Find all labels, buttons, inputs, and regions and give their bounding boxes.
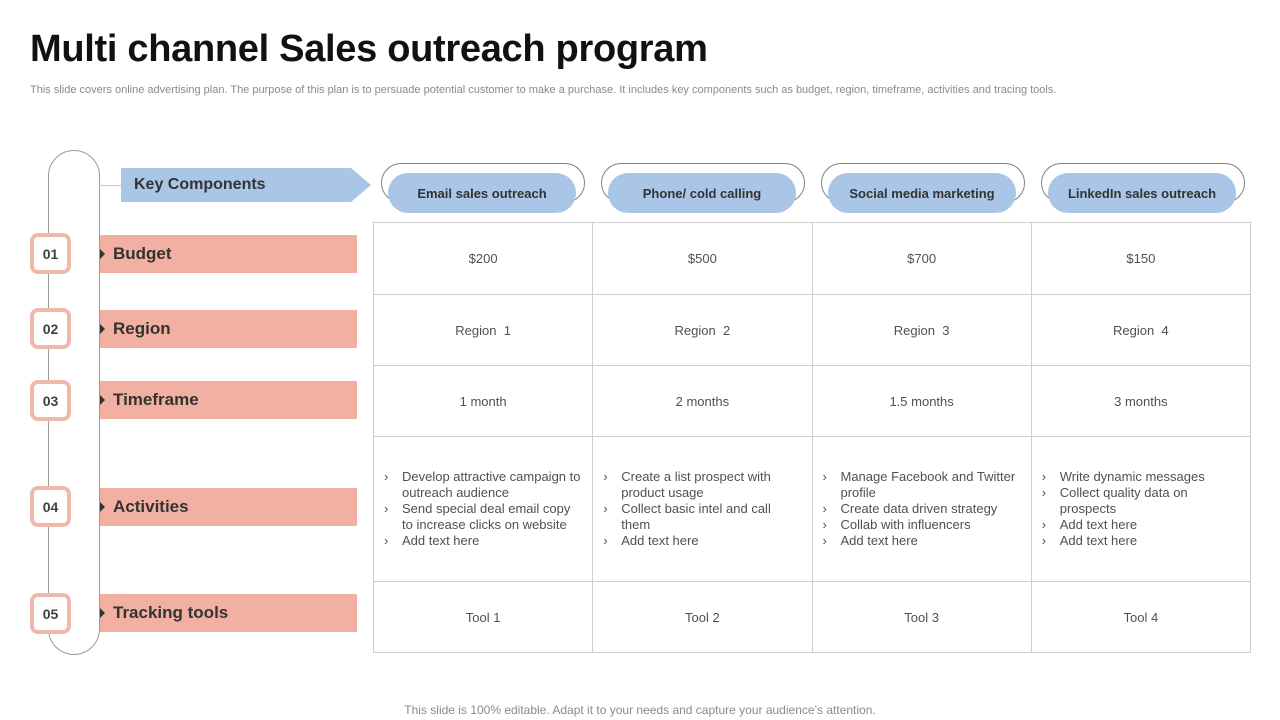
row-label-tracking-tools: Tracking tools xyxy=(100,594,357,632)
row-number-timeframe: 03 xyxy=(30,380,71,421)
footer-note: This slide is 100% editable. Adapt it to… xyxy=(404,703,876,717)
activity-list: Create a list prospect with product usag… xyxy=(601,469,801,549)
table-cell: 3 months xyxy=(1030,365,1252,437)
list-item: Create a list prospect with product usag… xyxy=(601,469,801,501)
table-cell: Tool 1 xyxy=(372,581,594,653)
row-label-activities: Activities xyxy=(100,488,357,526)
triangle-right-icon xyxy=(100,502,105,512)
table-cell: $500 xyxy=(592,222,813,295)
row-label-text: Activities xyxy=(113,497,189,516)
list-item: Send special deal email copy to increase… xyxy=(382,501,582,533)
page-title: Multi channel Sales outreach program xyxy=(30,28,708,70)
row-label-text: Timeframe xyxy=(113,390,199,409)
list-item: Collect quality data on prospects xyxy=(1040,485,1240,517)
table-row-budget: $200 $500 $700 $150 xyxy=(372,222,1252,295)
table-cell: Tool 2 xyxy=(592,581,813,653)
channel-header-social: Social media marketing xyxy=(821,163,1025,215)
list-item: Collect basic intel and call them xyxy=(601,501,801,533)
list-item: Add text here xyxy=(1040,517,1240,533)
table-cell: $200 xyxy=(372,222,594,295)
triangle-right-icon xyxy=(100,249,105,259)
list-item: Add text here xyxy=(821,533,1021,549)
table-cell: $150 xyxy=(1030,222,1252,295)
row-number-tracking-tools: 05 xyxy=(30,593,71,634)
row-number-budget: 01 xyxy=(30,233,71,274)
key-components-label: Key Components xyxy=(134,176,266,193)
triangle-right-icon xyxy=(100,608,105,618)
table-cell: Region 3 xyxy=(811,294,1032,366)
table-cell: 1.5 months xyxy=(811,365,1032,437)
table-cell: 1 month xyxy=(372,365,594,437)
row-label-text: Budget xyxy=(113,244,172,263)
channel-header-email: Email sales outreach xyxy=(381,163,585,215)
table-cell: Create a list prospect with product usag… xyxy=(592,436,813,582)
page-subtitle: This slide covers online advertising pla… xyxy=(30,84,1057,96)
activity-list: Develop attractive campaign to outreach … xyxy=(382,469,582,549)
table-cell: Region 4 xyxy=(1030,294,1252,366)
table-cell: Write dynamic messages Collect quality d… xyxy=(1030,436,1252,582)
key-components-arrow: Key Components xyxy=(121,168,371,202)
list-item: Write dynamic messages xyxy=(1040,469,1240,485)
row-label-timeframe: Timeframe xyxy=(100,381,357,419)
list-item: Add text here xyxy=(1040,533,1240,549)
list-item: Collab with influencers xyxy=(821,517,1021,533)
triangle-right-icon xyxy=(100,324,105,334)
row-label-text: Region xyxy=(113,319,171,338)
row-label-region: Region xyxy=(100,310,357,348)
row-number-region: 02 xyxy=(30,308,71,349)
table-row-activities: Develop attractive campaign to outreach … xyxy=(372,436,1252,582)
list-item: Add text here xyxy=(382,533,582,549)
table-cell: Region 2 xyxy=(592,294,813,366)
list-item: Add text here xyxy=(601,533,801,549)
activity-list: Manage Facebook and Twitter profile Crea… xyxy=(821,469,1021,549)
table-cell: $700 xyxy=(811,222,1032,295)
header-pill: LinkedIn sales outreach xyxy=(1048,173,1236,213)
table-row-timeframe: 1 month 2 months 1.5 months 3 months xyxy=(372,365,1252,437)
table-cell: Manage Facebook and Twitter profile Crea… xyxy=(811,436,1032,582)
list-item: Develop attractive campaign to outreach … xyxy=(382,469,582,501)
activity-list: Write dynamic messages Collect quality d… xyxy=(1040,469,1240,549)
list-item: Manage Facebook and Twitter profile xyxy=(821,469,1021,501)
header-pill: Email sales outreach xyxy=(388,173,576,213)
row-number-activities: 04 xyxy=(30,486,71,527)
table-cell: Region 1 xyxy=(372,294,594,366)
timeline-connector xyxy=(99,185,121,186)
components-table: $200 $500 $700 $150 Region 1 Region 2 Re… xyxy=(372,222,1252,653)
table-row-tracking-tools: Tool 1 Tool 2 Tool 3 Tool 4 xyxy=(372,581,1252,653)
triangle-right-icon xyxy=(100,395,105,405)
header-pill: Phone/ cold calling xyxy=(608,173,796,213)
table-cell: 2 months xyxy=(592,365,813,437)
row-label-budget: Budget xyxy=(100,235,357,273)
table-cell: Tool 3 xyxy=(811,581,1032,653)
table-cell: Tool 4 xyxy=(1030,581,1252,653)
header-pill: Social media marketing xyxy=(828,173,1016,213)
row-label-text: Tracking tools xyxy=(113,603,229,622)
list-item: Create data driven strategy xyxy=(821,501,1021,517)
channel-header-phone: Phone/ cold calling xyxy=(601,163,805,215)
table-row-region: Region 1 Region 2 Region 3 Region 4 xyxy=(372,294,1252,366)
channel-header-linkedin: LinkedIn sales outreach xyxy=(1041,163,1245,215)
table-cell: Develop attractive campaign to outreach … xyxy=(372,436,594,582)
